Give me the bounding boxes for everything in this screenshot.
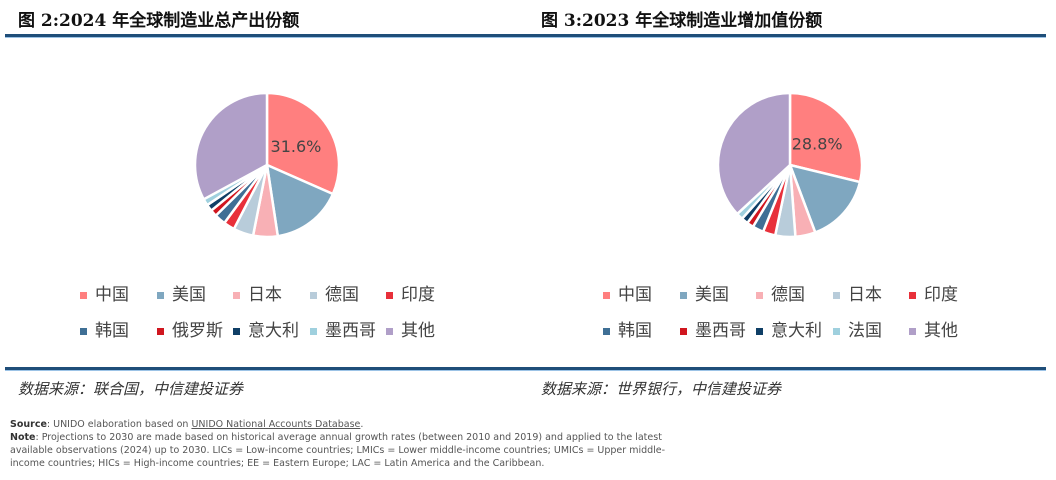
data-source-1: 数据来源：联合国，中信建投证券 bbox=[18, 380, 244, 398]
note-text: : Projections to 2030 are made based on … bbox=[10, 432, 666, 469]
legend-item: 其他 bbox=[386, 316, 435, 341]
legend-label: 中国 bbox=[618, 285, 652, 305]
legend-label: 其他 bbox=[401, 321, 435, 341]
legend-label: 墨西哥 bbox=[695, 321, 746, 341]
legend-label: 其他 bbox=[924, 321, 958, 341]
legend-label: 意大利 bbox=[248, 321, 299, 341]
legend-swatch bbox=[386, 327, 393, 335]
legend-swatch bbox=[909, 291, 916, 299]
legend-swatch bbox=[80, 291, 87, 299]
legend-item: 日本 bbox=[833, 280, 882, 305]
legend-label: 印度 bbox=[401, 285, 435, 305]
chart-title-1: 图 2:2024 年全球制造业总产出份额 bbox=[18, 11, 300, 31]
legend-swatch bbox=[680, 327, 687, 335]
legend-item: 美国 bbox=[157, 280, 206, 305]
legend-swatch bbox=[833, 291, 840, 299]
legend-swatch bbox=[80, 327, 87, 335]
note-label: Note bbox=[10, 432, 36, 443]
legend-item: 意大利 bbox=[233, 316, 299, 341]
footnotes: Source: UNIDO elaboration based on UNIDO… bbox=[10, 418, 670, 470]
chart-title-2: 图 3:2023 年全球制造业增加值份额 bbox=[541, 11, 823, 31]
footer-divider bbox=[5, 367, 1046, 371]
legend-label: 意大利 bbox=[771, 321, 822, 341]
pie-slice-美国 bbox=[265, 162, 335, 238]
legend-item: 印度 bbox=[386, 280, 435, 305]
legend-item: 德国 bbox=[310, 280, 359, 305]
legend-swatch bbox=[233, 327, 240, 335]
legend-swatch bbox=[680, 291, 687, 299]
legend-item: 意大利 bbox=[756, 316, 822, 341]
legend-swatch bbox=[310, 327, 317, 335]
title-divider bbox=[5, 34, 1046, 38]
legend-label: 韩国 bbox=[95, 321, 129, 341]
pie-slice-其他 bbox=[193, 91, 269, 201]
legend-label: 韩国 bbox=[618, 321, 652, 341]
legend-item: 印度 bbox=[909, 280, 958, 305]
legend-swatch bbox=[386, 291, 393, 299]
legend-swatch bbox=[310, 291, 317, 299]
legend-item: 法国 bbox=[833, 316, 882, 341]
legend-item: 其他 bbox=[909, 316, 958, 341]
data-label: 31.6% bbox=[271, 137, 322, 156]
source-link[interactable]: UNIDO National Accounts Database bbox=[191, 419, 361, 430]
pie-chart-1: 31.6% bbox=[193, 91, 341, 239]
legend-item: 中国 bbox=[80, 280, 129, 305]
pie-chart-2: 28.8% bbox=[716, 91, 864, 239]
legend-swatch bbox=[909, 327, 916, 335]
legend-item: 德国 bbox=[756, 280, 805, 305]
legend-swatch bbox=[603, 291, 610, 299]
legend-item: 墨西哥 bbox=[310, 316, 376, 341]
legend-swatch bbox=[756, 327, 763, 335]
legend-swatch bbox=[233, 291, 240, 299]
source-text: : UNIDO elaboration based on bbox=[46, 419, 192, 430]
data-label: 28.8% bbox=[792, 135, 843, 154]
data-source-2: 数据来源：世界银行，中信建投证券 bbox=[541, 380, 782, 398]
legend-label: 俄罗斯 bbox=[172, 321, 223, 341]
legend-label: 美国 bbox=[172, 285, 206, 305]
legend-label: 中国 bbox=[95, 285, 129, 305]
legend-swatch bbox=[756, 291, 763, 299]
legend-label: 德国 bbox=[771, 285, 805, 305]
pie-slice-美国 bbox=[788, 163, 862, 235]
legend-label: 日本 bbox=[848, 285, 882, 305]
legend-item: 墨西哥 bbox=[680, 316, 746, 341]
legend-label: 德国 bbox=[325, 285, 359, 305]
legend-swatch bbox=[603, 327, 610, 335]
pie-slice-中国 bbox=[788, 91, 864, 184]
legend-item: 俄罗斯 bbox=[157, 316, 223, 341]
legend-swatch bbox=[157, 327, 164, 335]
legend-label: 印度 bbox=[924, 285, 958, 305]
legend-swatch bbox=[157, 291, 164, 299]
legend-label: 美国 bbox=[695, 285, 729, 305]
legend-label: 日本 bbox=[248, 285, 282, 305]
source-end: . bbox=[360, 419, 364, 430]
legend-swatch bbox=[833, 327, 840, 335]
pie-slice-其他 bbox=[716, 91, 792, 216]
legend-item: 韩国 bbox=[80, 316, 129, 341]
legend-label: 墨西哥 bbox=[325, 321, 376, 341]
pie-slice-中国 bbox=[265, 91, 341, 196]
source-label: Source bbox=[10, 419, 47, 430]
legend-item: 韩国 bbox=[603, 316, 652, 341]
legend-item: 中国 bbox=[603, 280, 652, 305]
legend-item: 日本 bbox=[233, 280, 282, 305]
legend-label: 法国 bbox=[848, 321, 882, 341]
legend-item: 美国 bbox=[680, 280, 729, 305]
